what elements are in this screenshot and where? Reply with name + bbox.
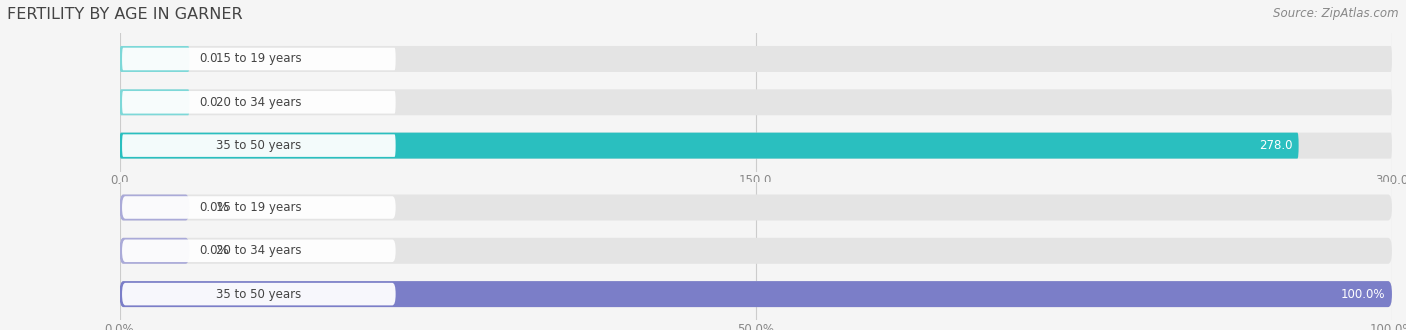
FancyBboxPatch shape (122, 240, 395, 262)
Text: 20 to 34 years: 20 to 34 years (217, 244, 302, 257)
FancyBboxPatch shape (120, 281, 1392, 307)
FancyBboxPatch shape (120, 281, 1392, 307)
Text: 15 to 19 years: 15 to 19 years (217, 52, 302, 65)
FancyBboxPatch shape (120, 194, 190, 220)
FancyBboxPatch shape (122, 196, 395, 219)
FancyBboxPatch shape (120, 133, 1299, 159)
FancyBboxPatch shape (120, 89, 1392, 115)
FancyBboxPatch shape (120, 194, 1392, 220)
Text: 35 to 50 years: 35 to 50 years (217, 288, 301, 301)
Text: 20 to 34 years: 20 to 34 years (217, 96, 302, 109)
FancyBboxPatch shape (122, 134, 395, 157)
Text: 0.0%: 0.0% (200, 244, 229, 257)
Text: 0.0: 0.0 (200, 52, 218, 65)
FancyBboxPatch shape (122, 91, 395, 114)
FancyBboxPatch shape (120, 46, 1392, 72)
Text: 0.0%: 0.0% (200, 201, 229, 214)
FancyBboxPatch shape (120, 46, 190, 72)
Text: 100.0%: 100.0% (1341, 288, 1385, 301)
Text: 35 to 50 years: 35 to 50 years (217, 139, 301, 152)
FancyBboxPatch shape (120, 89, 190, 115)
FancyBboxPatch shape (122, 283, 395, 305)
Text: Source: ZipAtlas.com: Source: ZipAtlas.com (1274, 7, 1399, 19)
FancyBboxPatch shape (120, 238, 190, 264)
FancyBboxPatch shape (120, 238, 1392, 264)
Text: FERTILITY BY AGE IN GARNER: FERTILITY BY AGE IN GARNER (7, 7, 243, 21)
Text: 278.0: 278.0 (1258, 139, 1292, 152)
Text: 0.0: 0.0 (200, 96, 218, 109)
FancyBboxPatch shape (122, 48, 395, 70)
Text: 15 to 19 years: 15 to 19 years (217, 201, 302, 214)
FancyBboxPatch shape (120, 133, 1392, 159)
